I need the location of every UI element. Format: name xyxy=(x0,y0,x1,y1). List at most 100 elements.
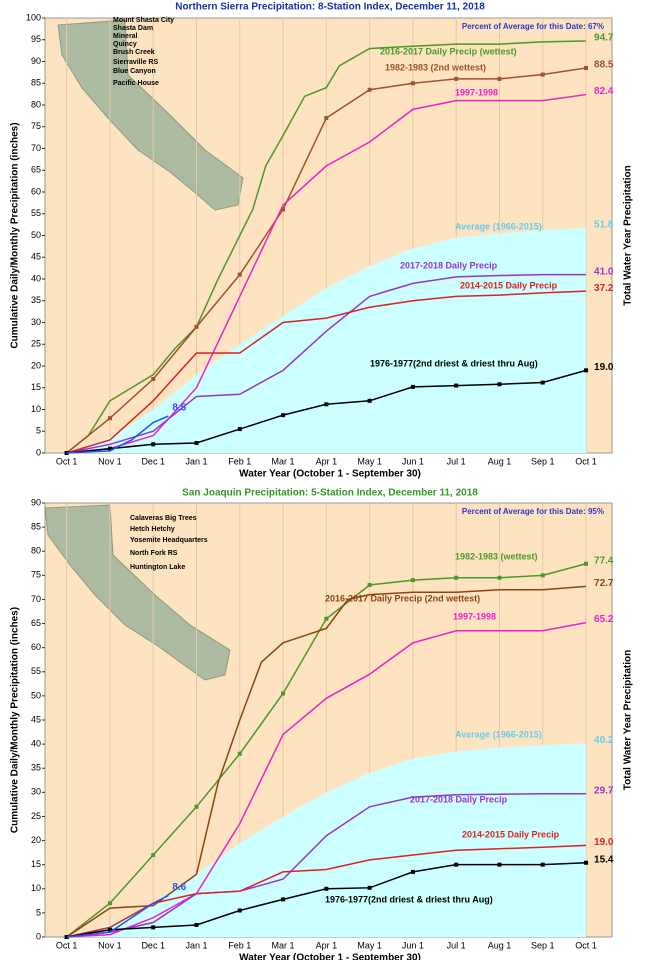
value-label: 19.0 xyxy=(594,362,614,373)
marker xyxy=(454,862,459,867)
y-tick-label: 60 xyxy=(31,642,41,652)
marker xyxy=(540,862,545,867)
chart-title: Northern Sierra Precipitation: 8-Station… xyxy=(175,2,485,13)
station-label: Mount Shasta City xyxy=(113,17,174,24)
marker xyxy=(540,573,545,578)
marker xyxy=(151,925,156,930)
station-label: Sierraville RS xyxy=(113,59,158,66)
x-tick-label: Jan 1 xyxy=(185,456,207,466)
value-label: 8.6 xyxy=(172,882,186,893)
value-label: 65.2 xyxy=(594,614,614,625)
x-tick-label: Jun 1 xyxy=(402,456,424,466)
value-label: 37.2 xyxy=(594,283,614,294)
y2-axis-label: Total Water Year Precipitation xyxy=(623,165,634,305)
y-tick-label: 15 xyxy=(31,382,41,392)
station-label: Brush Creek xyxy=(113,49,155,56)
y-tick-label: 40 xyxy=(31,738,41,748)
note: Percent of Average for this Date: 95% xyxy=(462,507,604,516)
value-label: 8.5 xyxy=(172,403,186,414)
line xyxy=(66,93,587,454)
marker xyxy=(237,427,242,432)
x-tick-label: Oct 1 xyxy=(56,456,78,466)
marker xyxy=(281,897,286,902)
y-tick-label: 100 xyxy=(26,12,41,22)
station-label: Calaveras Big Trees xyxy=(130,515,197,522)
marker xyxy=(497,575,502,580)
y-tick-label: 50 xyxy=(31,230,41,240)
line xyxy=(66,290,587,454)
x-tick-label: Sep 1 xyxy=(531,940,555,950)
y-tick-label: 90 xyxy=(31,497,41,507)
y-tick-label: 65 xyxy=(31,618,41,628)
value-label: 88.5 xyxy=(594,60,614,71)
line xyxy=(66,40,587,454)
marker xyxy=(324,402,329,407)
series-label: 2017-2018 Daily Precip xyxy=(410,794,508,804)
station-label: Hetch Hetchy xyxy=(130,526,175,533)
marker xyxy=(410,869,415,874)
value-label: 94.7 xyxy=(594,33,614,44)
y-tick-label: 0 xyxy=(36,447,41,457)
marker xyxy=(194,324,199,329)
y-tick-label: 50 xyxy=(31,690,41,700)
value-label: 72.7 xyxy=(594,578,614,589)
y-tick-label: 20 xyxy=(31,360,41,370)
y-tick-label: 35 xyxy=(31,295,41,305)
marker xyxy=(194,922,199,927)
station-label: Quincy xyxy=(113,41,137,48)
station-label: Yosemite Headquarters xyxy=(130,537,208,544)
marker xyxy=(237,908,242,913)
series-label: 1976-1977(2nd driest & driest thru Aug) xyxy=(370,358,538,368)
y-tick-label: 80 xyxy=(31,99,41,109)
series-label: 1976-1977(2nd driest & driest thru Aug) xyxy=(325,894,493,904)
x-tick-label: Nov 1 xyxy=(98,940,122,950)
marker xyxy=(454,383,459,388)
value-label: 40.2 xyxy=(594,735,614,746)
y-tick-label: 80 xyxy=(31,546,41,556)
marker xyxy=(151,442,156,447)
value-label: 82.4 xyxy=(594,86,614,97)
y-tick-label: 95 xyxy=(31,34,41,44)
series-label: Average (1966-2015) xyxy=(455,729,542,739)
marker xyxy=(410,81,415,86)
marker xyxy=(410,578,415,583)
station-label: Mineral xyxy=(113,33,138,40)
chart-title: San Joaquin Precipitation: 5-Station Ind… xyxy=(182,488,478,499)
y-tick-label: 75 xyxy=(31,121,41,131)
y-tick-label: 75 xyxy=(31,570,41,580)
marker xyxy=(107,927,112,932)
marker xyxy=(367,87,372,92)
y-tick-label: 15 xyxy=(31,859,41,869)
marker xyxy=(281,207,286,212)
x-tick-label: Aug 1 xyxy=(488,456,512,466)
line xyxy=(66,894,169,938)
value-label: 29.7 xyxy=(594,785,614,796)
line xyxy=(66,621,587,938)
value-label: 77.4 xyxy=(594,555,614,566)
marker xyxy=(107,446,112,451)
y-tick-label: 70 xyxy=(31,594,41,604)
x-axis-label: Water Year (October 1 - September 30) xyxy=(239,953,421,960)
x-tick-label: May 1 xyxy=(357,940,382,950)
y-tick-label: 35 xyxy=(31,763,41,773)
marker xyxy=(194,804,199,809)
series-label: 1997-1998 xyxy=(453,611,496,621)
marker xyxy=(540,380,545,385)
marker xyxy=(367,398,372,403)
marker xyxy=(281,691,286,696)
y-tick-label: 30 xyxy=(31,787,41,797)
series-label: 2014-2015 Daily Precip xyxy=(460,280,558,290)
marker xyxy=(237,272,242,277)
marker xyxy=(107,901,112,906)
y-tick-label: 60 xyxy=(31,186,41,196)
y-tick-label: 10 xyxy=(31,404,41,414)
marker xyxy=(151,377,156,382)
series-label: 1982-1983 (2nd wettest) xyxy=(385,62,486,72)
y-axis-label: Cumulative Daily/Monthly Precipitation (… xyxy=(10,122,21,348)
map xyxy=(44,504,231,681)
station-label: Shasta Dam xyxy=(113,25,153,32)
x-tick-label: Dec 1 xyxy=(141,456,165,466)
x-tick-label: Feb 1 xyxy=(228,456,251,466)
line xyxy=(66,793,587,938)
